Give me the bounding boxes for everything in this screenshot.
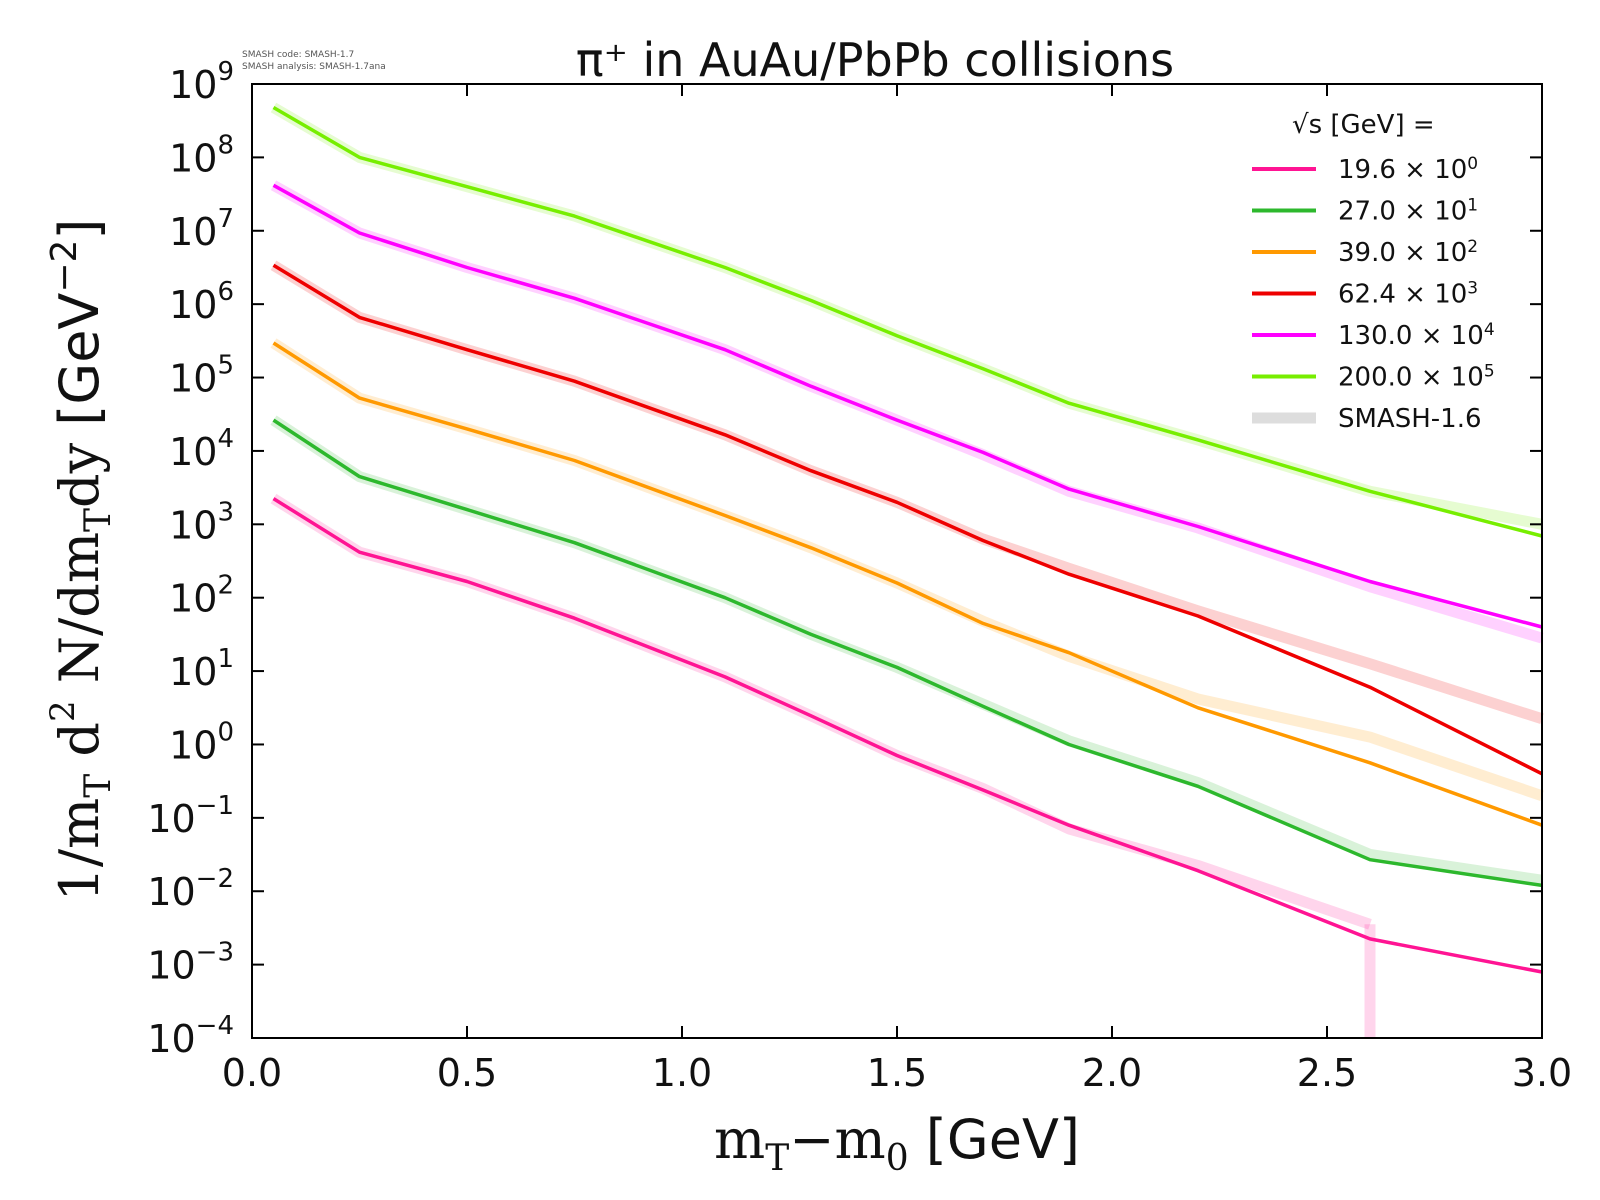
legend-label-5: 200.0 × 105 [1338,362,1495,393]
legend-entries: 19.6 × 100 27.0 × 101 39.0 × 102 62.4 × 103… [1252,154,1495,434]
y-tick-label-0: 10−4 [147,1011,234,1061]
plot-frame [251,83,1543,1039]
legend: √s [GeV] = 19.6 × 100 27.0 × 101 39.0 × 10… [1252,110,1495,434]
legend-title: √s [GeV] = [1292,110,1435,140]
x-tick-label-4: 2.0 [1082,1051,1142,1095]
series-line-1 [272,418,1543,888]
series-line-0 [272,497,1543,974]
y-tick-label-4: 100 [169,717,234,767]
legend-label-3: 62.4 × 103 [1338,279,1478,310]
y-tick-label-3: 10−1 [147,791,234,841]
legend-label-1: 27.0 × 101 [1338,196,1478,227]
y-tick-label-5: 101 [169,644,234,694]
credits-line-1: SMASH code: SMASH-1.7 [242,50,354,60]
series-line-3 [272,263,1543,776]
series-line-2 [272,341,1543,827]
x-tick-label-3: 1.5 [867,1051,927,1095]
y-tick-label-7: 103 [169,497,234,547]
y-tick-label-13: 109 [169,57,234,107]
credits-line-2: SMASH analysis: SMASH-1.7ana [242,62,386,72]
legend-label-0: 19.6 × 100 [1338,154,1478,185]
x-tick-label-0: 0.0 [222,1051,282,1095]
x-tick-label-1: 0.5 [437,1051,497,1095]
y-tick-labels: 10−4 10−3 10−2 10−1 100 101 102 103 104 105 106 107… [147,57,234,1061]
y-tick-label-6: 102 [169,571,234,621]
y-tick-label-11: 107 [169,204,234,254]
series-line-5 [272,105,1543,538]
x-tick-label-2: 1.0 [652,1051,712,1095]
y-tick-label-2: 10−2 [147,864,234,914]
series-lines [272,105,1543,974]
series-line-4 [272,183,1543,629]
legend-label-reference: SMASH-1.6 [1338,404,1482,434]
y-tick-label-1: 10−3 [147,938,234,988]
x-tick-label-5: 2.5 [1297,1051,1357,1095]
y-axis-label: 1/mT d2 N/dmTdy [GeV−2] [43,218,119,901]
y-tick-label-12: 108 [169,130,234,180]
y-tick-label-10: 106 [169,277,234,327]
y-tick-label-9: 105 [169,351,234,401]
x-tick-labels: 0.0 0.5 1.0 1.5 2.0 2.5 3.0 [222,1051,1572,1095]
y-tick-label-8: 104 [169,424,234,474]
x-tick-label-6: 3.0 [1512,1051,1572,1095]
legend-label-4: 130.0 × 104 [1338,320,1495,351]
chart-title: π⁺ in AuAu/PbPb collisions [576,33,1174,87]
legend-label-2: 39.0 × 102 [1338,237,1478,268]
